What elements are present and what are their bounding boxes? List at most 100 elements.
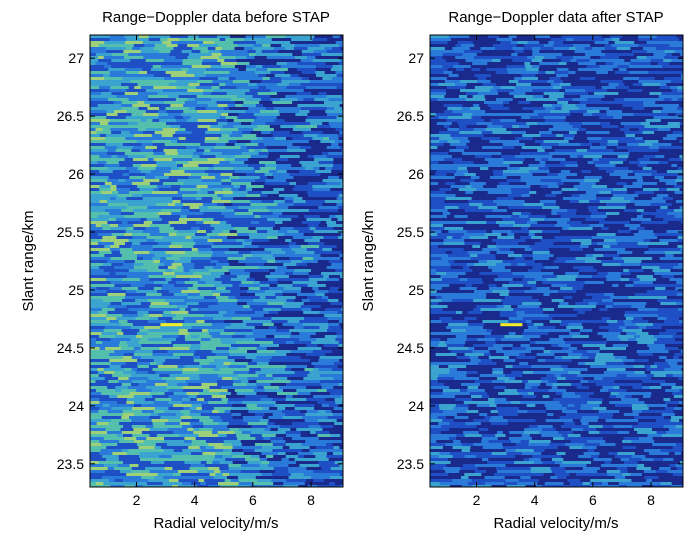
heatmap-cell	[294, 299, 303, 303]
heatmap-cell	[444, 47, 453, 51]
heatmap-cell	[619, 107, 634, 111]
heatmap-cell	[561, 59, 572, 63]
heatmap-cell	[132, 182, 151, 186]
heatmap-cell	[623, 320, 633, 324]
heatmap-cell	[259, 467, 275, 471]
heatmap-cell	[140, 347, 161, 351]
heatmap-cell	[679, 317, 683, 321]
heatmap-cell	[238, 266, 260, 270]
heatmap-cell	[536, 287, 551, 291]
heatmap-cell	[635, 137, 644, 141]
heatmap-cell	[246, 65, 257, 69]
heatmap-cell	[292, 284, 309, 288]
heatmap-cell	[336, 419, 343, 423]
heatmap-cell	[476, 188, 488, 192]
heatmap-cell	[613, 113, 622, 117]
heatmap-cell	[465, 305, 477, 309]
heatmap-cell	[325, 443, 333, 447]
heatmap-cell	[210, 260, 220, 264]
heatmap-cell	[430, 164, 451, 168]
heatmap-cell	[238, 188, 247, 192]
heatmap-cell	[95, 482, 104, 486]
heatmap-cell	[340, 434, 343, 438]
heatmap-cell	[184, 365, 203, 369]
heatmap-cell	[170, 104, 184, 108]
heatmap-cell	[259, 464, 269, 468]
heatmap-cell	[447, 209, 466, 213]
heatmap-cell	[442, 65, 454, 69]
heatmap-cell	[558, 185, 575, 189]
heatmap-cell	[152, 368, 167, 372]
heatmap-cell	[324, 200, 342, 204]
heatmap-cell	[256, 404, 276, 408]
heatmap-cell	[196, 191, 209, 195]
heatmap-cell	[652, 86, 661, 90]
heatmap-cell	[306, 179, 324, 183]
heatmap-cell	[211, 53, 223, 57]
heatmap-cell	[543, 95, 550, 99]
heatmap-cell	[108, 122, 129, 126]
heatmap-cell	[99, 188, 112, 192]
heatmap-cell	[333, 386, 343, 390]
heatmap-cell	[491, 134, 502, 138]
heatmap-cell	[549, 170, 562, 174]
heatmap-cell	[488, 35, 500, 39]
heatmap-cell	[543, 44, 554, 48]
heatmap-cell	[552, 164, 566, 168]
heatmap-cell	[321, 386, 334, 390]
heatmap-cell	[447, 68, 457, 72]
heatmap-cell	[679, 155, 683, 159]
heatmap-cell	[607, 113, 615, 117]
heatmap-cell	[575, 278, 594, 282]
heatmap-cell	[534, 35, 551, 39]
heatmap-cell	[518, 209, 539, 213]
heatmap-cell	[182, 59, 194, 63]
heatmap-cell	[330, 392, 343, 396]
heatmap-cell	[197, 470, 215, 474]
heatmap-cell	[669, 278, 683, 282]
heatmap-cell	[215, 176, 231, 180]
heatmap-cell	[542, 146, 553, 150]
heatmap-cell	[226, 221, 246, 225]
heatmap-cell	[126, 305, 142, 309]
heatmap-cell	[233, 245, 245, 249]
heatmap-cell	[565, 236, 579, 240]
heatmap-cell	[284, 71, 303, 75]
heatmap-cell	[619, 326, 627, 330]
heatmap-cell	[568, 101, 581, 105]
heatmap-cell	[155, 83, 170, 87]
heatmap-cell	[272, 398, 287, 402]
heatmap-cell	[244, 161, 260, 165]
heatmap-cell	[279, 155, 287, 159]
heatmap-cell	[620, 122, 642, 126]
heatmap-cell	[300, 434, 319, 438]
heatmap-cell	[308, 212, 329, 216]
heatmap-cell	[341, 200, 343, 204]
heatmap-cell	[644, 227, 663, 231]
heatmap-cell	[309, 227, 316, 231]
heatmap-cell	[305, 440, 325, 444]
heatmap-cell	[138, 341, 157, 345]
heatmap-cell	[145, 155, 163, 159]
heatmap-cell	[90, 125, 104, 129]
heatmap-cell	[680, 74, 683, 78]
heatmap-cell	[465, 185, 472, 189]
heatmap-cell	[448, 230, 468, 234]
heatmap-cell	[486, 290, 493, 294]
heatmap-cell	[461, 44, 475, 48]
heatmap-cell	[520, 176, 538, 180]
heatmap-cell	[451, 122, 459, 126]
heatmap-cell	[601, 98, 615, 102]
heatmap-cell	[666, 281, 677, 285]
heatmap-cell	[585, 191, 600, 195]
heatmap-cell	[510, 200, 526, 204]
heatmap-cell	[193, 275, 203, 279]
heatmap-cell	[482, 203, 498, 207]
heatmap-cell	[648, 71, 657, 75]
heatmap-cell	[159, 347, 171, 351]
heatmap-cell	[608, 83, 620, 87]
heatmap-cell	[95, 62, 109, 66]
heatmap-cell	[108, 398, 128, 402]
heatmap-cell	[677, 89, 683, 93]
heatmap-cell	[664, 56, 680, 60]
